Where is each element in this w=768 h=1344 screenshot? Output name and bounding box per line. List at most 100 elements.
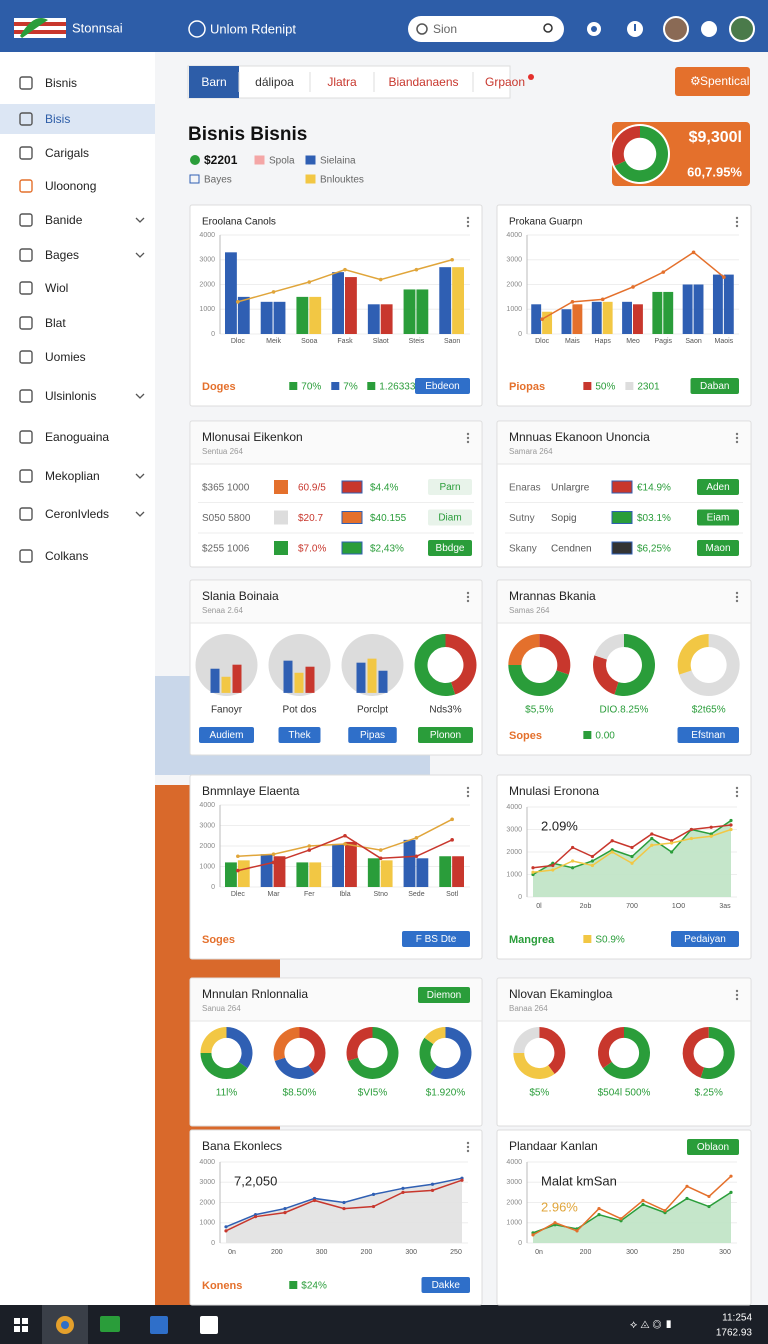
y-tick-label: 0 xyxy=(211,884,215,891)
card-menu[interactable] xyxy=(466,432,470,436)
button[interactable] xyxy=(687,1139,739,1155)
series-point xyxy=(531,1233,535,1237)
button[interactable] xyxy=(278,727,321,743)
card-menu[interactable] xyxy=(735,216,739,220)
button-label[interactable]: F BS Dte xyxy=(416,934,457,945)
x-tick-label: Sooa xyxy=(301,338,317,345)
start-icon[interactable] xyxy=(14,1318,20,1324)
sidebar-item[interactable]: Wiol xyxy=(45,281,68,295)
sidebar-item[interactable]: Blat xyxy=(45,316,66,330)
button[interactable] xyxy=(677,727,740,743)
x-tick-label: 300 xyxy=(316,1249,328,1256)
chip-label: 2301 xyxy=(637,382,660,393)
button-label[interactable]: Pipas xyxy=(360,730,385,741)
notify-icon[interactable] xyxy=(701,21,717,37)
button-label[interactable]: Aden xyxy=(706,482,729,493)
taskbar-app[interactable] xyxy=(150,1316,168,1334)
button-label[interactable]: Parn xyxy=(439,482,460,493)
sidebar-item[interactable]: Bisis xyxy=(45,112,70,126)
taskbar-app[interactable] xyxy=(100,1316,120,1332)
button[interactable] xyxy=(418,727,473,743)
trend-point xyxy=(236,868,240,873)
button[interactable] xyxy=(415,378,470,394)
trend-point xyxy=(271,852,276,856)
tab[interactable]: dálipoa xyxy=(255,75,294,89)
kpi-change: 60,7.95% xyxy=(687,164,742,179)
card-menu[interactable] xyxy=(735,591,739,595)
button[interactable] xyxy=(428,540,472,556)
button-label[interactable]: Thek xyxy=(288,730,311,741)
trend-point xyxy=(722,275,726,279)
button[interactable] xyxy=(428,509,472,526)
card-menu[interactable] xyxy=(735,786,739,790)
tab[interactable]: Barn xyxy=(201,75,226,89)
bar xyxy=(237,860,250,887)
sidebar-item[interactable]: Banide xyxy=(45,213,83,227)
button[interactable] xyxy=(421,1277,471,1293)
flag xyxy=(611,541,633,555)
bar xyxy=(622,301,632,334)
avatar[interactable] xyxy=(663,16,689,42)
sidebar-item[interactable]: Uloonong xyxy=(45,179,96,193)
donut-segment xyxy=(508,634,540,666)
button[interactable] xyxy=(348,727,397,743)
button-label[interactable]: Bbdge xyxy=(436,543,465,554)
taskbar-app[interactable] xyxy=(200,1316,218,1334)
sidebar-item[interactable]: CeronIvleds xyxy=(45,507,109,521)
bar xyxy=(602,301,613,334)
tray-icons: ⟡ ◬ ◎ ▮ xyxy=(630,1319,673,1331)
avatar[interactable] xyxy=(729,16,755,42)
swatch xyxy=(274,510,288,525)
x-tick-label: Dloc xyxy=(231,338,246,345)
series-point xyxy=(551,868,555,872)
sidebar-item[interactable]: Bages xyxy=(45,248,79,262)
card-menu[interactable] xyxy=(466,786,470,790)
button-label[interactable]: Plonon xyxy=(430,730,461,741)
sidebar-item[interactable]: Carigals xyxy=(45,146,89,160)
tab[interactable]: Grpaon xyxy=(485,75,525,89)
button[interactable] xyxy=(428,479,472,495)
button-label[interactable]: Pedaiyan xyxy=(684,934,726,945)
series-point xyxy=(641,1198,645,1203)
search-box[interactable] xyxy=(408,16,564,42)
card-menu[interactable] xyxy=(466,1141,470,1145)
button-label[interactable]: Diam xyxy=(438,513,461,524)
button-label[interactable]: Dakke xyxy=(432,1280,461,1291)
series-point xyxy=(224,1225,228,1229)
button-label[interactable]: Diemon xyxy=(427,990,461,1001)
card-menu[interactable] xyxy=(466,216,470,220)
x-tick-label: Dlec xyxy=(231,891,246,898)
sidebar-item[interactable]: Bisnis xyxy=(45,76,77,90)
button[interactable] xyxy=(690,378,740,394)
x-tick-label: Meik xyxy=(266,338,281,345)
button[interactable] xyxy=(199,727,254,743)
button-label[interactable]: Eiam xyxy=(707,513,730,524)
sidebar-item[interactable]: Uomies xyxy=(45,350,86,364)
gauge-bar xyxy=(294,672,304,693)
button[interactable] xyxy=(671,931,739,947)
donut-segment xyxy=(430,1027,472,1079)
tab[interactable]: Jlatra xyxy=(327,75,357,89)
action-button[interactable] xyxy=(675,67,750,96)
tab[interactable]: Biandanaens xyxy=(388,75,458,89)
card-menu[interactable] xyxy=(466,591,470,595)
button-label[interactable]: Efstnan xyxy=(691,730,725,741)
button[interactable] xyxy=(418,987,470,1003)
button[interactable] xyxy=(697,479,739,495)
card-menu[interactable] xyxy=(735,989,739,993)
search-button[interactable] xyxy=(543,23,553,33)
button-label[interactable]: Maon xyxy=(705,543,730,554)
button-label[interactable]: Daban xyxy=(700,381,729,392)
sidebar-item[interactable]: Eanoguaina xyxy=(45,430,109,444)
sidebar-item[interactable]: Colkans xyxy=(45,549,88,563)
sidebar-item[interactable]: Mekoplian xyxy=(45,469,100,483)
button-label[interactable]: Ebdeon xyxy=(425,381,459,392)
button[interactable] xyxy=(697,509,739,526)
card-menu[interactable] xyxy=(735,432,739,436)
sidebar-item[interactable]: Ulsinlonis xyxy=(45,389,96,403)
card-subtitle: Banaa 264 xyxy=(509,1004,548,1013)
button-label[interactable]: Audiem xyxy=(210,730,244,741)
button-label[interactable]: Oblaon xyxy=(697,1142,729,1153)
button[interactable] xyxy=(697,540,739,556)
button[interactable] xyxy=(402,931,470,947)
